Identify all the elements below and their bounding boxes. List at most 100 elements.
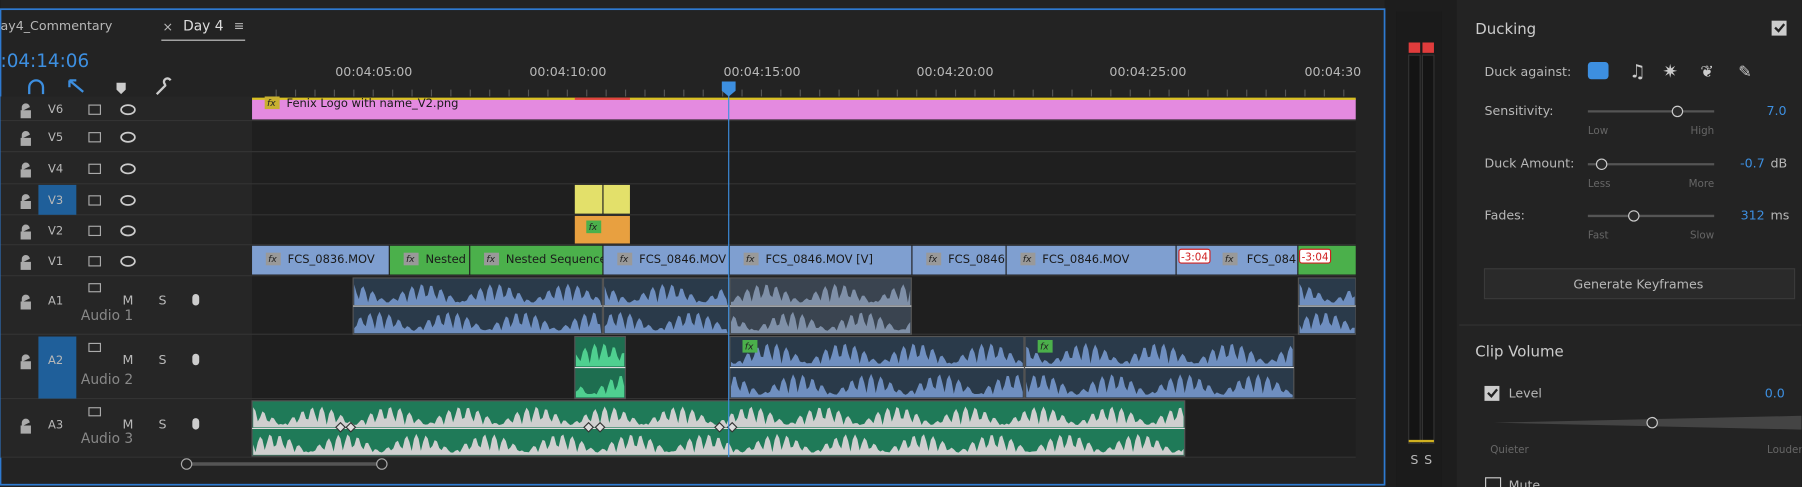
keyframe[interactable]	[345, 421, 357, 433]
keyframe[interactable]	[583, 421, 594, 433]
slider-thumb[interactable]	[1595, 158, 1608, 170]
waveform	[731, 311, 911, 334]
lock-icon[interactable]	[20, 354, 31, 370]
mic-icon[interactable]	[192, 418, 200, 430]
section-title: Ducking	[1475, 20, 1536, 38]
marker-icon[interactable]	[116, 82, 126, 95]
label: Duck against:	[1484, 64, 1571, 79]
track-label[interactable]: V2	[48, 223, 63, 237]
value[interactable]: 7.0	[1766, 103, 1786, 118]
lock-icon[interactable]	[20, 224, 31, 240]
sync-icon[interactable]	[88, 195, 102, 206]
sync-icon[interactable]	[88, 256, 102, 267]
clip[interactable]	[252, 98, 1356, 120]
menu-icon[interactable]: ≡	[234, 18, 245, 33]
fx-badge	[1222, 252, 1238, 266]
sync-icon[interactable]	[88, 283, 102, 293]
button-label[interactable]: Generate Keyframes	[1573, 276, 1703, 291]
waveform	[1026, 373, 1293, 398]
badge-label: -3:04	[1181, 251, 1208, 263]
wrench-icon[interactable]	[155, 77, 172, 95]
keyframe[interactable]	[335, 421, 346, 433]
solo-button[interactable]: S	[1410, 452, 1418, 467]
track-label[interactable]: V1	[48, 254, 63, 268]
button[interactable]	[1483, 268, 1796, 300]
eye-icon[interactable]	[120, 163, 136, 175]
solo-button[interactable]: S	[158, 416, 166, 431]
playhead-head[interactable]	[721, 81, 736, 97]
track-label[interactable]: V3	[48, 193, 63, 207]
checkbox[interactable]	[1484, 385, 1500, 401]
ruler-label: 00:04:30	[1305, 64, 1362, 79]
eye-icon[interactable]	[120, 194, 136, 206]
lock-icon[interactable]	[20, 418, 31, 434]
waveform	[731, 343, 1023, 367]
timecode[interactable]: :04:14:06	[1, 51, 90, 72]
sfx-icon[interactable]: ✷	[1663, 61, 1678, 82]
solo-button[interactable]: S	[158, 292, 166, 307]
clip[interactable]	[389, 245, 470, 275]
solo-button[interactable]: S	[158, 352, 166, 367]
keyframe[interactable]	[714, 421, 725, 433]
fx-icon: fx	[268, 254, 277, 265]
keyframe[interactable]	[594, 421, 606, 433]
mute-button[interactable]: M	[123, 416, 134, 431]
solo-button[interactable]: S	[1424, 452, 1432, 467]
mute-button[interactable]: M	[123, 352, 134, 367]
scroll-handle[interactable]	[180, 458, 193, 470]
lock-icon[interactable]	[20, 162, 31, 178]
linked-icon[interactable]	[68, 79, 84, 93]
slider-thumb[interactable]	[1628, 210, 1640, 222]
sync-icon[interactable]	[88, 225, 102, 237]
dialogue-icon[interactable]	[1587, 62, 1609, 80]
mic-icon[interactable]	[192, 294, 200, 306]
fx-badge	[743, 252, 759, 266]
track-label[interactable]: A1	[48, 293, 63, 307]
clip[interactable]	[574, 215, 630, 244]
lock-icon[interactable]	[20, 103, 31, 119]
eye-icon[interactable]	[120, 104, 136, 116]
eye-icon[interactable]	[120, 255, 136, 267]
track-label[interactable]: A3	[48, 417, 63, 431]
snap-icon[interactable]	[28, 79, 45, 95]
value[interactable]: 312	[1741, 207, 1765, 222]
music-icon[interactable]: ♫	[1629, 61, 1645, 82]
lock-icon[interactable]	[20, 194, 31, 210]
mic-icon[interactable]	[192, 353, 200, 366]
fx-badge	[1020, 252, 1036, 266]
scroll-handle[interactable]	[376, 458, 388, 470]
sync-icon[interactable]	[88, 342, 102, 353]
lock-icon[interactable]	[20, 131, 31, 146]
lock-icon[interactable]	[20, 294, 31, 310]
sync-icon[interactable]	[88, 163, 102, 175]
tab[interactable]: ay4_Commentary	[1, 18, 113, 33]
mute-button[interactable]: M	[123, 292, 134, 307]
sync-icon[interactable]	[88, 132, 102, 143]
track-label[interactable]: V4	[48, 161, 63, 175]
value[interactable]: 0.0	[1765, 385, 1785, 400]
slider-thumb[interactable]	[1671, 105, 1684, 118]
sync-icon[interactable]	[88, 407, 102, 417]
unit: ms	[1770, 207, 1789, 222]
waveform	[731, 373, 1023, 398]
clip[interactable]	[729, 245, 912, 275]
close-icon[interactable]: ×	[162, 19, 173, 34]
sync-icon[interactable]	[88, 104, 102, 115]
checkbox[interactable]	[1771, 20, 1787, 36]
slider-thumb[interactable]	[1646, 416, 1658, 429]
ambience-icon[interactable]: ❦	[1700, 62, 1713, 81]
badge	[1178, 248, 1211, 264]
tab[interactable]: Day 4	[183, 18, 223, 34]
checkbox[interactable]	[1485, 477, 1502, 487]
generated-icon[interactable]: ✎	[1738, 62, 1751, 81]
track-label[interactable]: V5	[48, 130, 63, 144]
track-label[interactable]: A2	[48, 353, 63, 367]
track-label[interactable]: V6	[48, 102, 63, 116]
value[interactable]: -0.7	[1740, 156, 1765, 171]
lock-icon[interactable]	[20, 255, 31, 270]
clip[interactable]	[603, 184, 630, 214]
eye-icon[interactable]	[120, 225, 136, 237]
clip[interactable]	[574, 184, 603, 214]
eye-icon[interactable]	[120, 131, 136, 143]
